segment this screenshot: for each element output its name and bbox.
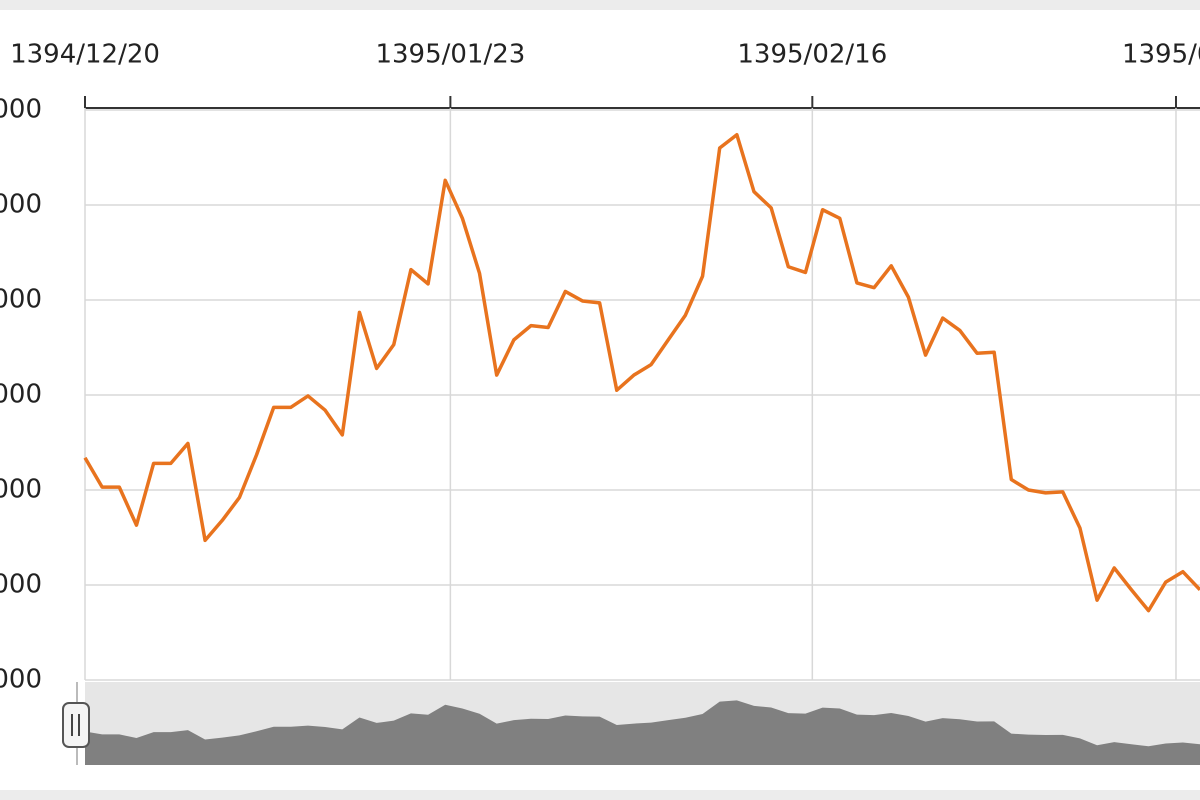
navigator-area [85, 700, 1200, 765]
x-tick-label: 1395/03 [1122, 40, 1200, 70]
y-tick-label: 000 [0, 665, 42, 695]
y-tick-label: 000 [0, 475, 42, 505]
chart-panel [0, 10, 1200, 790]
y-tick-label: 000 [0, 190, 42, 220]
x-tick-label: 1395/02/16 [737, 40, 887, 70]
series-line [83, 132, 1200, 613]
x-tick-label: 1394/12/20 [10, 40, 160, 70]
x-tick-label: 1395/01/23 [375, 40, 525, 70]
y-tick-label: 000 [0, 95, 42, 125]
y-tick-label: 000 [0, 570, 42, 600]
y-tick-label: 000 [0, 380, 42, 410]
navigator-handle[interactable] [62, 702, 90, 748]
y-tick-label: 000 [0, 285, 42, 315]
